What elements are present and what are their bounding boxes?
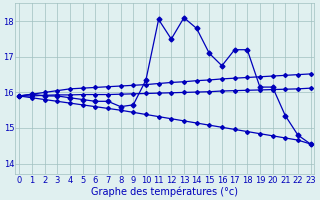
X-axis label: Graphe des températures (°c): Graphe des températures (°c) <box>92 186 238 197</box>
